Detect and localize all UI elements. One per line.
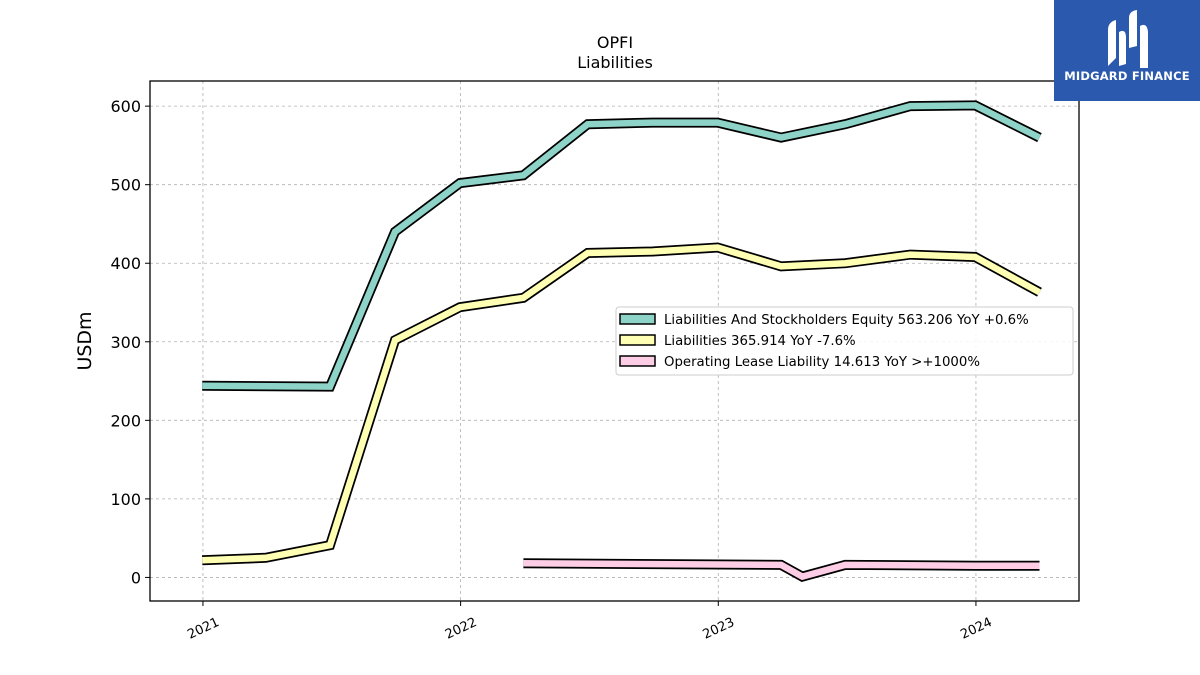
legend-swatch [619,334,656,346]
y-tick-label: 300 [110,333,141,352]
brand-logo: MIDGARD FINANCE [1054,0,1200,101]
midgard-logo-icon [1108,10,1148,68]
series-outline [202,242,1042,566]
y-tick-label: 500 [110,176,141,195]
series-stroke [202,102,1041,390]
y-tick-label: 0 [131,568,141,587]
x-tick-label: 2024 [958,615,994,643]
x-axis: 2021 2022 2023 2024 [185,601,995,643]
series-line-1 [202,100,1042,392]
legend: Liabilities And Stockholders Equity 563.… [615,306,1074,376]
legend-series-value: 365.914 YoY -7.6% [731,334,856,349]
legend-series-value: 563.206 YoY +0.6% [898,313,1029,328]
legend-entry: Liabilities And Stockholders Equity 563.… [664,313,1029,328]
chart-title: OPFI [597,33,633,52]
legend-series-name: Liabilities And Stockholders Equity [664,313,898,328]
legend-swatch [619,313,656,325]
y-axis: 0 100 200 300 400 500 600 [110,97,150,587]
x-tick-label: 2022 [443,615,479,643]
series-line-3 [523,558,1040,582]
legend-entry: Liabilities 365.914 YoY -7.6% [664,334,856,349]
x-tick-label: 2021 [185,615,221,643]
brand-name: MIDGARD FINANCE [1064,69,1190,83]
y-tick-label: 600 [110,97,141,116]
legend-frame [615,306,1074,376]
legend-series-name: Operating Lease Liability [664,355,834,370]
y-axis-label: USDm [74,311,96,370]
legend-series-value: 14.613 YoY >+1000% [834,355,980,370]
series-line-2 [202,242,1042,566]
x-tick-label: 2023 [701,615,737,643]
y-tick-label: 100 [110,490,141,509]
y-tick-label: 400 [110,254,141,273]
y-tick-label: 200 [110,411,141,430]
legend-series-name: Liabilities [664,334,731,349]
legend-entry: Operating Lease Liability 14.613 YoY >+1… [664,355,980,370]
plot-frame [149,80,1080,602]
series-stroke [202,244,1042,564]
series-stroke [523,560,1040,581]
chart-subtitle: Liabilities [577,53,653,72]
series-layer [202,100,1042,582]
legend-swatch [619,355,656,367]
